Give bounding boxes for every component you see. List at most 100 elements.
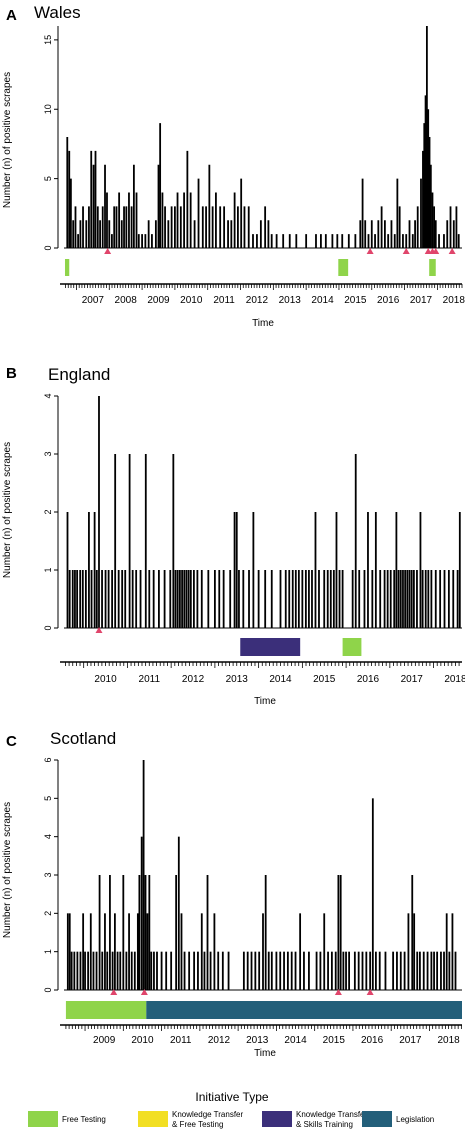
- bar-wales: [132, 164, 135, 248]
- bar-scotland: [283, 951, 285, 990]
- bar-england: [183, 570, 186, 628]
- x-tick-label-wales: 2008: [115, 295, 138, 306]
- bar-scotland: [339, 875, 342, 990]
- initiative-bar-scotland: [146, 1001, 462, 1019]
- bar-wales: [130, 206, 133, 248]
- bar-wales: [111, 234, 113, 248]
- bar-wales: [240, 178, 243, 248]
- bar-scotland: [433, 951, 435, 990]
- bar-wales: [431, 192, 434, 248]
- bar-wales: [135, 192, 138, 248]
- bar-wales: [154, 220, 157, 248]
- bar-scotland: [334, 951, 337, 990]
- bar-england: [363, 570, 366, 628]
- bar-scotland: [419, 951, 421, 990]
- bar-england: [222, 570, 225, 628]
- bar-england: [121, 570, 124, 628]
- bar-scotland: [264, 875, 267, 990]
- bar-england: [101, 570, 103, 628]
- bar-wales: [211, 206, 214, 248]
- bar-wales: [305, 234, 308, 248]
- bar-scotland: [119, 951, 122, 990]
- bar-england: [148, 570, 151, 628]
- bar-scotland: [378, 951, 381, 990]
- bar-wales: [94, 150, 97, 248]
- y-tick-label: 1: [43, 949, 53, 954]
- event-marker-wales: [104, 248, 112, 254]
- bar-scotland: [79, 951, 82, 990]
- bar-wales: [179, 206, 182, 248]
- bar-wales: [82, 206, 84, 248]
- bar-wales: [186, 150, 189, 248]
- bar-england: [456, 570, 459, 628]
- bar-scotland: [136, 913, 139, 990]
- bar-wales: [347, 234, 350, 248]
- event-marker-scotland: [334, 989, 342, 995]
- panel-title-england: England: [48, 365, 110, 384]
- y-tick-label: 5: [43, 796, 53, 801]
- bar-scotland: [227, 951, 230, 990]
- y-axis-label-scotland: Number (n) of positive scrapes: [2, 802, 13, 938]
- bar-england: [395, 512, 398, 628]
- bar-scotland: [144, 875, 147, 990]
- bar-england: [351, 570, 354, 628]
- y-tick-label: 4: [43, 834, 53, 839]
- bar-wales: [364, 220, 367, 248]
- bar-wales: [370, 220, 373, 248]
- bar-england: [95, 570, 98, 628]
- bar-england: [176, 570, 179, 628]
- initiative-bar-scotland: [65, 1001, 147, 1019]
- bar-scotland: [73, 951, 76, 990]
- bar-scotland: [109, 875, 111, 990]
- bar-wales: [125, 206, 128, 248]
- bar-scotland: [197, 951, 199, 990]
- bar-england: [107, 570, 110, 628]
- bar-scotland: [156, 951, 158, 990]
- bar-england: [213, 570, 216, 628]
- initiative-bar-england: [342, 638, 362, 656]
- bar-wales: [288, 234, 291, 248]
- bar-wales: [393, 234, 396, 248]
- bar-wales: [398, 206, 401, 248]
- bar-wales: [197, 178, 200, 248]
- bar-wales: [405, 234, 408, 248]
- bar-england: [311, 570, 313, 628]
- bar-wales: [367, 234, 370, 248]
- bar-wales: [429, 164, 432, 248]
- initiative-bar-wales: [64, 259, 70, 276]
- panel-letter-a: A: [6, 7, 17, 24]
- bar-wales: [377, 220, 380, 248]
- bar-scotland: [294, 951, 297, 990]
- y-tick-label: 5: [43, 176, 53, 181]
- bar-england: [314, 512, 317, 628]
- y-tick-label: 0: [43, 245, 53, 250]
- bar-wales: [374, 234, 376, 248]
- bar-wales: [428, 137, 431, 248]
- bar-wales: [387, 234, 390, 248]
- bar-scotland: [319, 951, 322, 990]
- bar-wales: [247, 206, 250, 248]
- bar-england: [358, 570, 361, 628]
- bar-wales: [147, 220, 150, 248]
- bar-wales: [425, 26, 428, 248]
- bar-england: [235, 512, 238, 628]
- bar-wales: [193, 220, 196, 248]
- bar-scotland: [403, 951, 406, 990]
- bar-scotland: [286, 951, 289, 990]
- x-tick-label-england: 2012: [182, 674, 205, 685]
- bar-scotland: [98, 875, 101, 990]
- bar-scotland: [396, 951, 398, 990]
- bar-wales: [243, 206, 246, 248]
- bar-scotland: [399, 951, 402, 990]
- event-marker-scotland: [110, 989, 118, 995]
- y-tick-label: 3: [43, 451, 53, 456]
- bar-england: [181, 570, 183, 628]
- bar-wales: [446, 220, 449, 248]
- bar-scotland: [436, 951, 439, 990]
- bar-wales: [176, 192, 179, 248]
- bar-wales: [99, 220, 101, 248]
- bar-england: [386, 570, 389, 628]
- bar-wales: [164, 206, 166, 248]
- event-marker-wales: [366, 248, 374, 254]
- bar-england: [389, 570, 392, 628]
